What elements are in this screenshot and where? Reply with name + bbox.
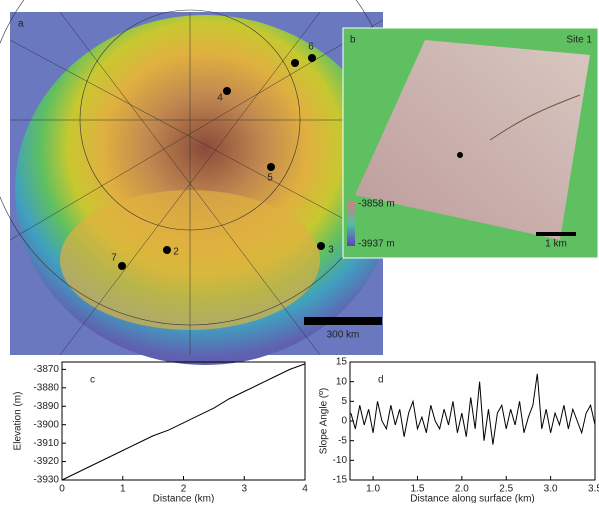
panel-label: a xyxy=(18,19,24,30)
legend-low: -3937 m xyxy=(358,239,395,250)
y-tick-label: -3900 xyxy=(33,419,59,430)
y-axis-label: Elevation (m) xyxy=(13,392,24,451)
y-tick-label: -10 xyxy=(333,455,348,466)
x-tick-label: 0 xyxy=(59,484,65,495)
site-dot xyxy=(163,246,171,254)
x-tick-label: 3 xyxy=(241,484,247,495)
scale-label: 1 km xyxy=(545,239,567,250)
legend-high: -3858 m xyxy=(358,199,395,210)
y-tick-label: -3880 xyxy=(33,382,59,393)
y-tick-label: -5 xyxy=(338,435,347,446)
site-dot xyxy=(308,54,316,62)
site-dot xyxy=(291,59,299,67)
y-tick-label: -3910 xyxy=(33,438,59,449)
site-dot xyxy=(267,163,275,171)
site-marker xyxy=(457,152,463,158)
color-legend xyxy=(347,202,355,246)
y-tick-label: -3930 xyxy=(33,475,59,486)
data-line xyxy=(62,364,305,480)
y-tick-label: 10 xyxy=(336,376,348,387)
site-dot xyxy=(317,242,325,250)
panel-label: c xyxy=(90,375,95,386)
x-tick-label: 3.0 xyxy=(544,484,558,495)
panel-b: b Site 1 -3858 m -3937 m 1 km xyxy=(343,28,598,258)
scale-label: 300 km xyxy=(327,330,360,341)
x-axis-label: Distance along surface (km) xyxy=(410,494,535,503)
panel-label: d xyxy=(378,375,384,386)
y-axis-label: Slope Angle (º) xyxy=(319,388,330,454)
figure: a 300 km b Site 1 -3858 m -3937 m 1 km 2… xyxy=(0,0,599,503)
y-tick-label: 5 xyxy=(341,396,347,407)
site-title: Site 1 xyxy=(566,35,592,46)
y-tick-label: -15 xyxy=(333,475,348,486)
y-tick-label: -3870 xyxy=(33,364,59,375)
site-dot xyxy=(223,87,231,95)
panel-label: b xyxy=(350,35,356,46)
y-tick-label: -3890 xyxy=(33,401,59,412)
site-label: 5 xyxy=(267,173,273,184)
scale-bar xyxy=(536,232,576,236)
chart-d: 151050-5-10-151.01.52.02.53.03.5Distance… xyxy=(319,357,599,503)
data-line xyxy=(351,374,595,445)
x-axis-label: Distance (km) xyxy=(153,494,215,503)
site-label: 4 xyxy=(217,93,223,104)
x-tick-label: 4 xyxy=(302,484,308,495)
x-tick-label: 3.5 xyxy=(588,484,599,495)
y-tick-label: 0 xyxy=(341,416,347,427)
site-dot xyxy=(118,262,126,270)
page: a 300 km b Site 1 -3858 m -3937 m 1 km 2… xyxy=(0,0,599,503)
panel-a: a 300 km xyxy=(0,0,395,365)
site-label: 2 xyxy=(173,247,179,258)
scale-bar xyxy=(304,317,382,325)
site-label: 7 xyxy=(111,253,117,264)
y-tick-label: -3920 xyxy=(33,456,59,467)
x-tick-label: 1.0 xyxy=(366,484,380,495)
site-label: 6 xyxy=(308,42,314,53)
x-tick-label: 1 xyxy=(120,484,126,495)
site-label: 3 xyxy=(328,245,334,256)
y-tick-label: 15 xyxy=(336,357,348,368)
